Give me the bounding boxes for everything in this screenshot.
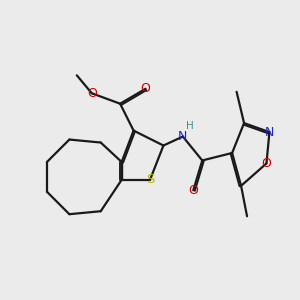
Text: S: S — [146, 173, 154, 186]
Text: N: N — [178, 130, 188, 143]
Text: O: O — [262, 157, 272, 170]
Text: N: N — [265, 126, 274, 139]
Text: O: O — [188, 184, 198, 197]
Text: O: O — [87, 87, 97, 100]
Text: O: O — [141, 82, 151, 95]
Text: H: H — [186, 121, 194, 131]
